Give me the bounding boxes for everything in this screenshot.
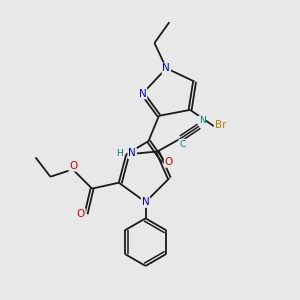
Text: Br: Br [215, 120, 226, 130]
Text: O: O [165, 157, 173, 167]
Text: N: N [139, 88, 146, 98]
Text: O: O [69, 161, 77, 171]
Text: C: C [179, 140, 185, 148]
Text: O: O [76, 209, 85, 219]
Text: N: N [128, 148, 136, 158]
Text: N: N [199, 116, 206, 125]
Text: N: N [142, 197, 149, 207]
Text: N: N [163, 63, 170, 73]
Text: H: H [116, 149, 123, 158]
